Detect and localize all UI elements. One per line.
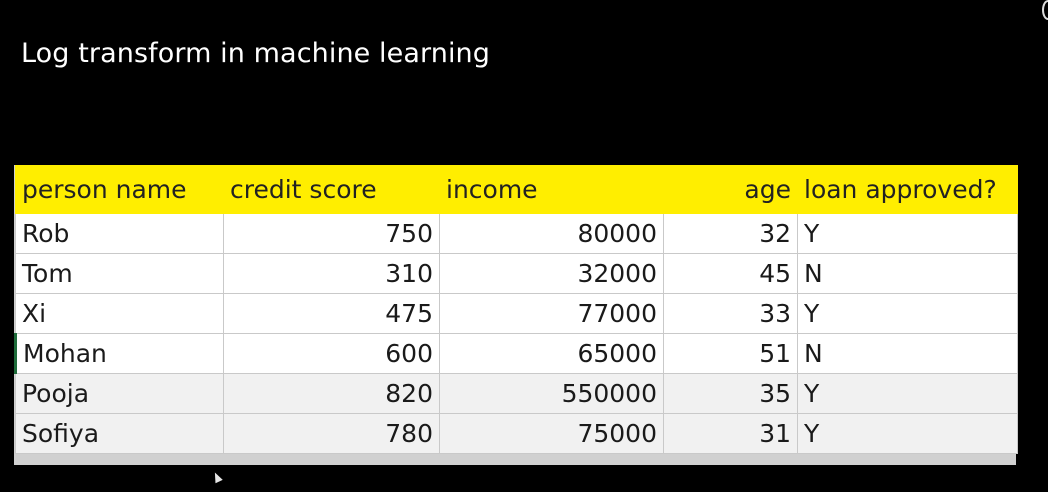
column-header-credit-score[interactable]: credit score <box>223 165 440 214</box>
cell-income[interactable]: 80000 <box>439 213 664 254</box>
column-header-loan-approved[interactable]: loan approved? <box>797 165 1018 214</box>
cell-income[interactable]: 65000 <box>439 333 664 374</box>
cell-age[interactable]: 51 <box>663 333 798 374</box>
column-header-income[interactable]: income <box>439 165 664 214</box>
cell-loan-approved[interactable]: Y <box>797 213 1018 254</box>
column-header-person-name[interactable]: person name <box>15 165 224 214</box>
table-row: Mohan 600 65000 51 N <box>14 333 1018 374</box>
cell-person-name[interactable]: Rob <box>15 213 224 254</box>
cell-person-name[interactable]: Sofiya <box>15 413 224 454</box>
slide-title: Log transform in machine learning <box>21 38 491 69</box>
cell-credit-score[interactable]: 600 <box>223 333 440 374</box>
cell-income-outlier[interactable]: 550000 <box>439 373 664 414</box>
cell-age[interactable]: 35 <box>663 373 798 414</box>
cell-person-name[interactable]: Tom <box>15 253 224 294</box>
cell-credit-score[interactable]: 475 <box>223 293 440 334</box>
spreadsheet: person name credit score income age loan… <box>14 165 1018 465</box>
cell-loan-approved[interactable]: N <box>797 253 1018 294</box>
cell-credit-score[interactable]: 820 <box>223 373 440 414</box>
cell-person-name[interactable]: Xi <box>15 293 224 334</box>
cell-age[interactable]: 45 <box>663 253 798 294</box>
column-header-age[interactable]: age <box>663 165 798 214</box>
cell-income[interactable]: 32000 <box>439 253 664 294</box>
table-row: Tom 310 32000 45 N <box>15 253 1018 294</box>
cell-age[interactable]: 32 <box>663 213 798 254</box>
table-row: Sofiya 780 75000 31 Y <box>15 413 1018 454</box>
cell-loan-approved[interactable]: N <box>797 333 1018 374</box>
cell-credit-score[interactable]: 780 <box>223 413 440 454</box>
circle-icon <box>1042 0 1048 20</box>
cell-credit-score[interactable]: 750 <box>223 213 440 254</box>
cell-loan-approved[interactable]: Y <box>797 373 1018 414</box>
table-row: Rob 750 80000 32 Y <box>15 213 1018 254</box>
data-table: person name credit score income age loan… <box>14 165 1018 454</box>
cell-age[interactable]: 31 <box>663 413 798 454</box>
cell-person-name[interactable]: Pooja <box>15 373 224 414</box>
cell-income[interactable]: 77000 <box>439 293 664 334</box>
cell-person-name[interactable]: Mohan <box>14 333 224 374</box>
cell-age[interactable]: 33 <box>663 293 798 334</box>
header-row: person name credit score income age loan… <box>15 165 1018 214</box>
cell-credit-score[interactable]: 310 <box>223 253 440 294</box>
cell-loan-approved[interactable]: Y <box>797 413 1018 454</box>
cell-loan-approved[interactable]: Y <box>797 293 1018 334</box>
table-row: Pooja 820 550000 35 Y <box>15 373 1018 414</box>
mouse-pointer-icon <box>211 470 223 484</box>
table-row: Xi 475 77000 33 Y <box>15 293 1018 334</box>
cell-income[interactable]: 75000 <box>439 413 664 454</box>
